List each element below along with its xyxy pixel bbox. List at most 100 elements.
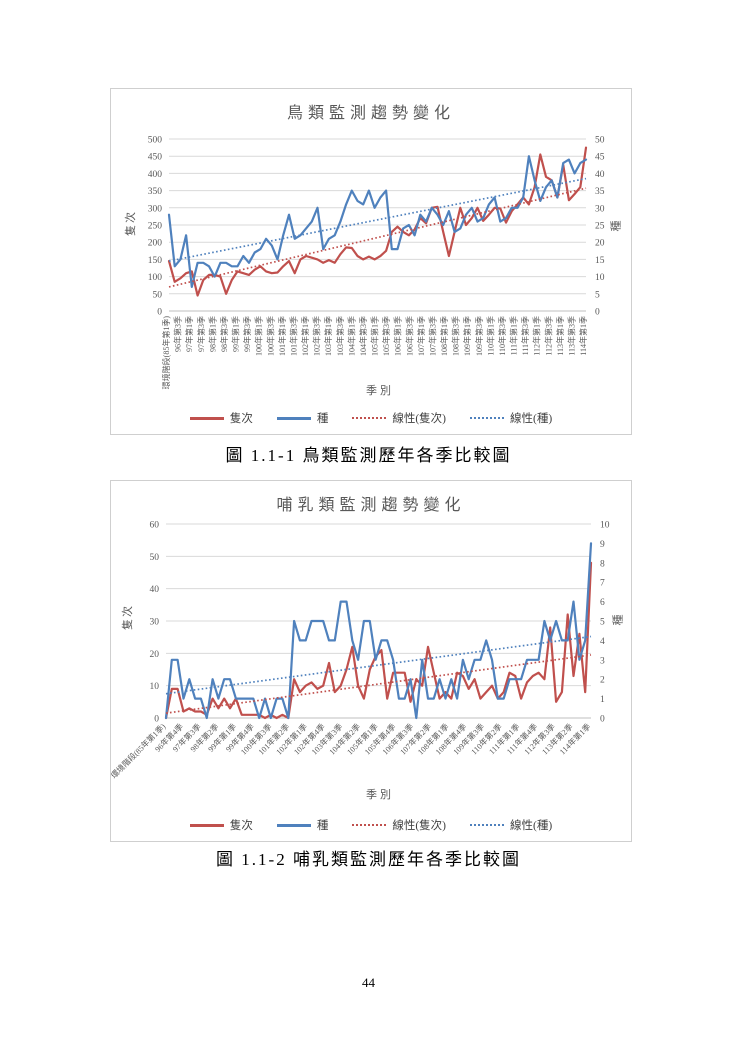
x-tick-label: 102年第1季: [300, 316, 310, 356]
left-axis-title: 隻次: [122, 604, 134, 630]
right-axis-title: 種: [612, 612, 625, 626]
y-tick-label-left: 50: [150, 553, 160, 563]
y-tick-label-right: 0: [595, 308, 600, 318]
y-tick-label-right: 5: [595, 290, 600, 300]
chart-title: 鳥類監測趨勢變化: [286, 105, 455, 122]
x-tick-label: 111年第1季: [509, 316, 519, 355]
y-tick-label-left: 250: [148, 222, 163, 232]
y-tick-label-right: 1: [600, 695, 605, 705]
y-tick-label-right: 9: [600, 540, 605, 550]
trend-line-species: [165, 635, 592, 695]
legend-line-species: [276, 823, 311, 827]
y-tick-label-left: 60: [150, 521, 160, 531]
y-tick-label-left: 400: [148, 170, 163, 180]
y-tick-label-right: 30: [595, 204, 605, 214]
bird-trend-chart: 鳥類監測趨勢變化 0 50 100 150 200 250 300 350 400 450 500 0…: [110, 88, 632, 435]
y-tick-label-left: 150: [148, 256, 163, 266]
x-tick-label: 環境階段(85年第1季): [161, 316, 171, 390]
x-tick-label: 114年第1季: [578, 316, 588, 356]
legend-line-species: [276, 416, 311, 420]
x-tick-label: 113年第3季: [566, 316, 576, 356]
y-tick-label-right: 10: [600, 521, 610, 531]
y-tick-label-right: 45: [595, 153, 605, 163]
legend-item-species: 種: [276, 817, 329, 833]
y-tick-label-left: 450: [148, 153, 163, 163]
legend-label-species-trend: 線性(種): [510, 413, 553, 425]
series-line-species: [167, 155, 588, 288]
legend-item-count-trend: 線性(隻次): [352, 410, 446, 426]
x-tick-label: 108年第3季: [451, 316, 461, 356]
y-tick-label-left: 20: [150, 650, 160, 660]
right-axis-title: 種: [610, 218, 623, 232]
figure-caption-2: 圖 1.1-2 哺乳類監測歷年各季比較圖: [216, 850, 521, 869]
legend-label-species: 種: [316, 820, 329, 832]
legend-line-species-trend: [470, 824, 504, 826]
x-tick-label: 110年第3季: [497, 316, 507, 356]
x-tick-label: 100年第1季: [254, 316, 264, 356]
series-line-species: [164, 542, 593, 720]
y-tick-label-left: 40: [150, 585, 160, 595]
legend: 隻次 種 線性(隻次) 線性(種): [111, 410, 631, 426]
y-tick-label-left: 0: [157, 308, 162, 318]
x-tick-label: 104年第3季: [358, 316, 368, 356]
y-tick-label-right: 20: [595, 239, 605, 249]
y-tick-label-right: 5: [600, 618, 605, 628]
x-tick-label: 101年第3季: [288, 316, 298, 356]
mammal-trend-chart: 哺乳類監測趨勢變化 0 10 20 30 40 50 60 0 1 2 3 4 5 6 7 8 9 10 環境階段(…: [110, 480, 632, 842]
y-tick-label-right: 50: [595, 136, 605, 146]
left-axis-title: 隻次: [125, 210, 137, 236]
x-tick-label: 98年第3季: [219, 316, 229, 352]
series-line-count: [167, 146, 588, 297]
y-tick-label-left: 350: [148, 187, 163, 197]
y-tick-label-left: 300: [148, 204, 163, 214]
y-tick-label-right: 0: [600, 715, 605, 725]
legend-item-count: 隻次: [189, 410, 253, 426]
y-tick-label-right: 8: [600, 559, 605, 569]
legend-label-species-trend: 線性(種): [510, 820, 553, 832]
x-tick-label: 99年第1季: [231, 316, 241, 352]
y-tick-label-right: 2: [600, 676, 605, 686]
x-tick-label: 101年第1季: [277, 316, 287, 356]
x-tick-label: 97年第1季: [184, 316, 194, 352]
x-tick-label: 98年第1季: [207, 316, 217, 352]
trend-line-species: [168, 177, 587, 262]
legend-line-count-trend: [352, 417, 387, 419]
y-tick-label-left: 0: [154, 715, 159, 725]
legend-item-species-trend: 線性(種): [470, 817, 552, 833]
legend-line-species-trend: [470, 417, 504, 419]
legend-label-species: 種: [316, 413, 329, 425]
legend-line-count-trend: [352, 824, 387, 826]
legend-label-count: 隻次: [229, 820, 253, 832]
legend-item-species-trend: 線性(種): [470, 410, 552, 426]
x-tick-label: 112年第1季: [532, 316, 542, 356]
y-tick-label-right: 10: [595, 273, 605, 283]
y-tick-label-left: 10: [150, 682, 160, 692]
legend-label-count: 隻次: [229, 413, 253, 425]
x-tick-label: 107年第3季: [427, 316, 437, 356]
x-tick-label: 104年第1季: [346, 316, 356, 356]
x-tick-label: 106年第3季: [404, 316, 414, 356]
legend-item-count-trend: 線性(隻次): [352, 817, 446, 833]
y-tick-label-right: 7: [600, 579, 605, 589]
x-tick-label: 99年第3季: [242, 316, 252, 352]
x-axis-title: 季別: [366, 385, 394, 397]
trend-line-count: [165, 654, 592, 714]
y-tick-label-right: 40: [595, 170, 605, 180]
legend-label-count-trend: 線性(隻次): [392, 413, 446, 425]
legend-item-count: 隻次: [189, 817, 253, 833]
x-tick-label: 108年第1季: [439, 316, 449, 356]
chart-title: 哺乳類監測趨勢變化: [276, 497, 466, 514]
y-tick-label-right: 25: [595, 222, 605, 232]
y-tick-label-right: 35: [595, 187, 605, 197]
x-tick-label: 109年第3季: [474, 316, 484, 356]
trend-line-count: [168, 187, 587, 288]
x-tick-label: 112年第3季: [543, 316, 553, 356]
series-line-count: [164, 561, 593, 720]
mammal-chart-plot: 0102030405060012345678910環境階段(85年第1季)96年…: [111, 521, 610, 781]
x-axis-title: 季別: [366, 789, 394, 801]
x-tick-label: 105年第1季: [370, 316, 380, 356]
legend-item-species: 種: [276, 410, 329, 426]
y-tick-label-right: 3: [600, 656, 605, 666]
x-tick-label: 96年第3季: [173, 316, 183, 352]
